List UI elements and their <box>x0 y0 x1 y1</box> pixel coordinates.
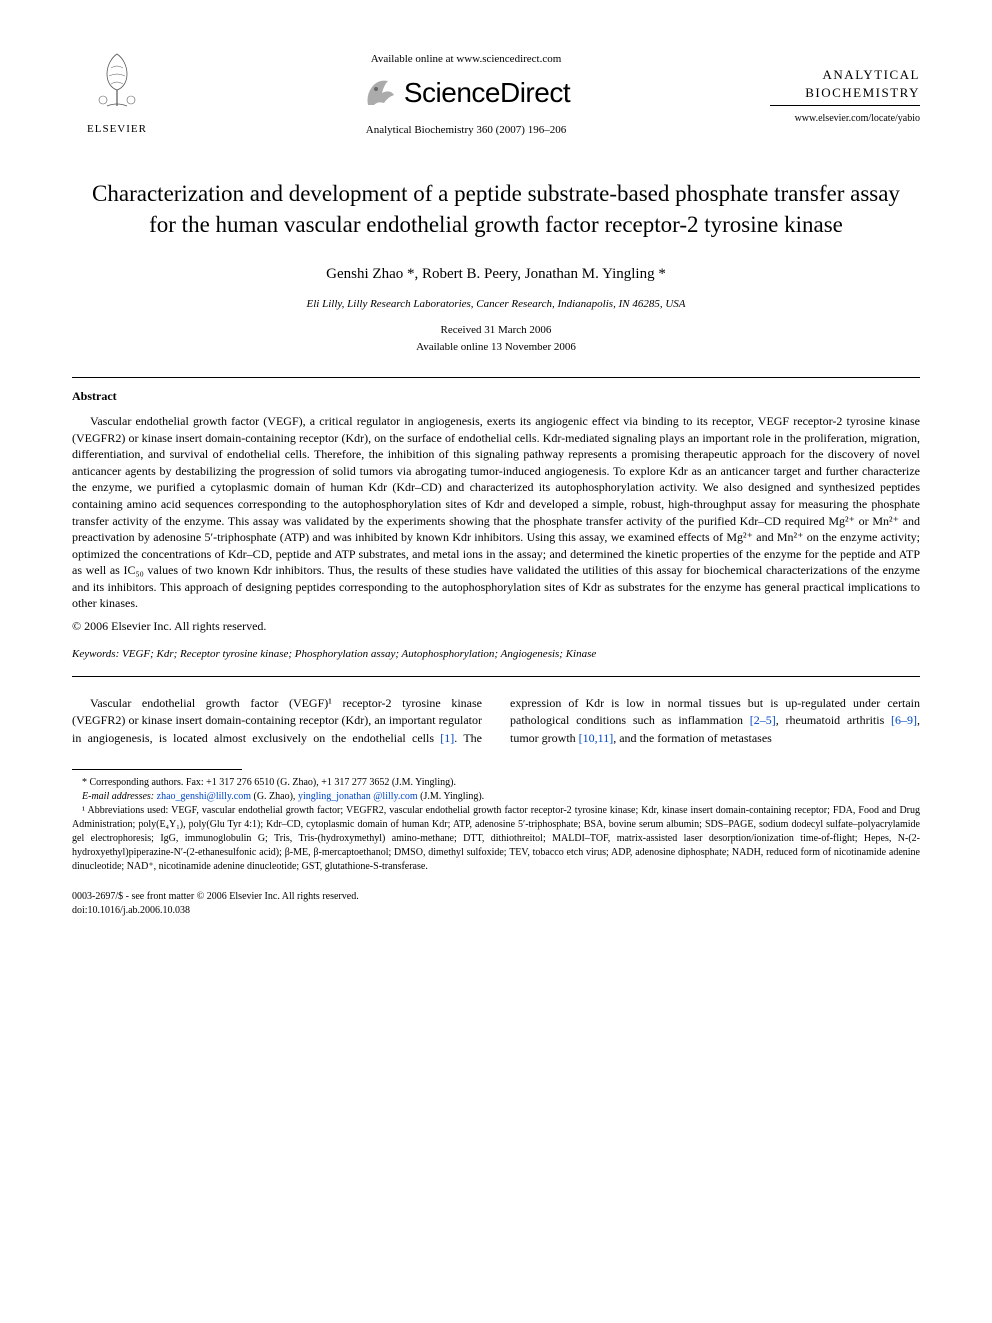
citation-text: Analytical Biochemistry 360 (2007) 196–2… <box>366 123 566 138</box>
paper-title: Characterization and development of a pe… <box>72 178 920 240</box>
body-text-fragment: cells <box>412 731 440 745</box>
elsevier-logo-block: ELSEVIER <box>72 48 162 137</box>
front-matter-line: 0003-2697/$ - see front matter © 2006 El… <box>72 890 920 904</box>
ref-link[interactable]: [10,11] <box>579 731 614 745</box>
abbreviations-note: ¹ Abbreviations used: VEGF, vascular end… <box>72 804 920 874</box>
received-date: Received 31 March 2006 <box>441 324 552 336</box>
rule-above-abstract <box>72 377 920 378</box>
authors: Genshi Zhao *, Robert B. Peery, Jonathan… <box>72 264 920 285</box>
ref-link[interactable]: [2–5] <box>750 713 776 727</box>
journal-rule <box>770 105 920 106</box>
email-addresses-note: E-mail addresses: zhao_genshi@lilly.com … <box>72 790 920 804</box>
corresponding-author-note: * Corresponding authors. Fax: +1 317 276… <box>72 776 920 790</box>
available-online-text: Available online at www.sciencedirect.co… <box>371 52 562 67</box>
elsevier-label: ELSEVIER <box>87 122 147 137</box>
journal-url: www.elsevier.com/locate/yabio <box>795 112 920 126</box>
title-block: Characterization and development of a pe… <box>72 178 920 355</box>
body-paragraph: Vascular endothelial growth factor (VEGF… <box>72 695 920 747</box>
bottom-block: 0003-2697/$ - see front matter © 2006 El… <box>72 890 920 917</box>
sciencedirect-text: ScienceDirect <box>404 73 570 112</box>
affiliation: Eli Lilly, Lilly Research Laboratories, … <box>72 297 920 312</box>
body-text-fragment: , rheumatoid arthritis <box>776 713 891 727</box>
ref-link[interactable]: [6–9] <box>891 713 917 727</box>
dates: Received 31 March 2006 Available online … <box>72 322 920 355</box>
header-row: ELSEVIER Available online at www.science… <box>72 48 920 138</box>
elsevier-tree-icon <box>85 48 149 120</box>
ref-link[interactable]: [1] <box>440 731 454 745</box>
email-who: (J.M. Yingling). <box>418 791 485 802</box>
email-link[interactable]: zhao_genshi@lilly.com <box>157 791 251 802</box>
sciencedirect-row: ScienceDirect <box>362 73 570 112</box>
email-who: (G. Zhao), <box>251 791 298 802</box>
footnote-rule <box>72 769 242 770</box>
rule-below-keywords <box>72 676 920 677</box>
doi-line: doi:10.1016/j.ab.2006.10.038 <box>72 904 920 918</box>
journal-block: ANALYTICAL BIOCHEMISTRY www.elsevier.com… <box>770 48 920 126</box>
keywords-label: Keywords: <box>72 648 119 660</box>
keywords-text: VEGF; Kdr; Receptor tyrosine kinase; Pho… <box>122 648 596 660</box>
available-date: Available online 13 November 2006 <box>416 341 576 353</box>
email-link[interactable]: yingling_jonathan @lilly.com <box>298 791 418 802</box>
journal-name-line1: ANALYTICAL <box>823 67 920 82</box>
copyright-text: © 2006 Elsevier Inc. All rights reserved… <box>72 618 920 635</box>
body-text-fragment: , and the formation of metastases <box>613 731 772 745</box>
body-two-column: Vascular endothelial growth factor (VEGF… <box>72 695 920 747</box>
journal-name: ANALYTICAL BIOCHEMISTRY <box>805 66 920 101</box>
journal-name-line2: BIOCHEMISTRY <box>805 85 920 100</box>
sciencedirect-icon <box>362 75 398 111</box>
keywords-row: Keywords: VEGF; Kdr; Receptor tyrosine k… <box>72 647 920 662</box>
abstract-heading: Abstract <box>72 388 920 405</box>
footnotes: * Corresponding authors. Fax: +1 317 276… <box>72 776 920 874</box>
email-label: E-mail addresses: <box>82 791 154 802</box>
abstract-body: Vascular endothelial growth factor (VEGF… <box>72 413 920 612</box>
center-header-block: Available online at www.sciencedirect.co… <box>162 48 770 138</box>
